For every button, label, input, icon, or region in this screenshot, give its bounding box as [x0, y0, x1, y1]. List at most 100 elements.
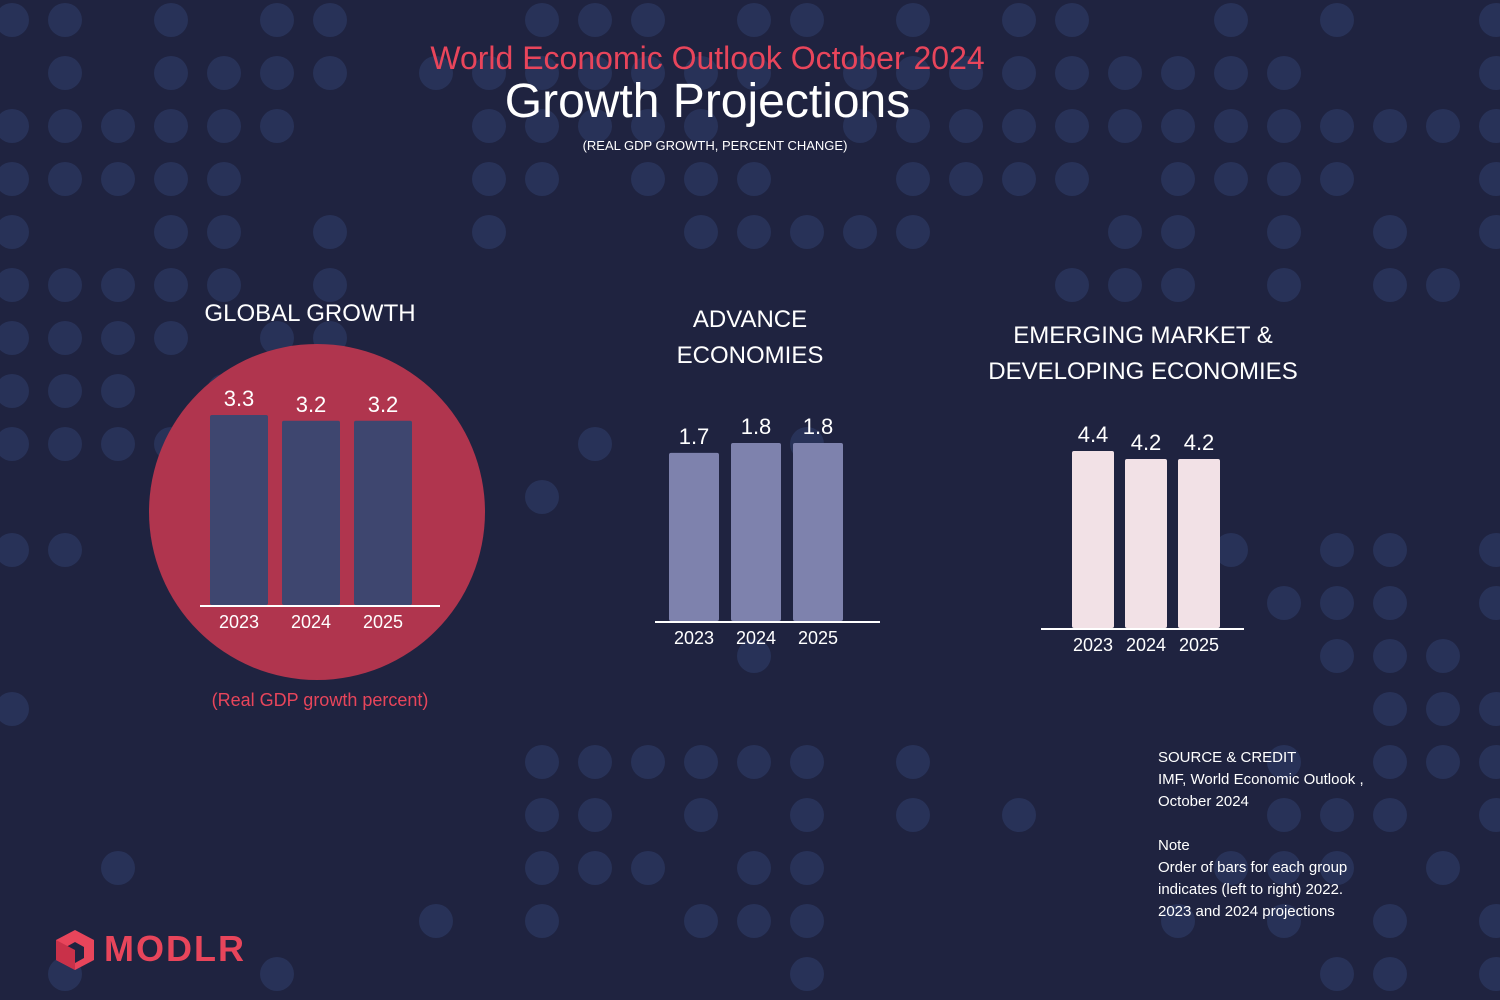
bg-dot: [1214, 533, 1248, 567]
advance-economies-title: ADVANCE ECONOMIES: [600, 302, 900, 374]
note-line-3: 2023 and 2024 projections: [1158, 903, 1335, 920]
bg-dot: [1479, 904, 1500, 938]
bar-value-label: 4.4: [1078, 422, 1109, 447]
bg-dot: [1320, 798, 1354, 832]
footnote: (Real GDP growth percent): [211, 690, 429, 710]
bg-dot: [1426, 851, 1460, 885]
bg-dot: [0, 427, 29, 461]
bar-value-label: 3.3: [224, 386, 255, 411]
bg-dot: [578, 745, 612, 779]
bg-dot: [578, 109, 612, 143]
bg-dot: [1426, 109, 1460, 143]
bg-dot: [790, 957, 824, 991]
x-tick-label: 2025: [1179, 635, 1219, 655]
x-tick-label: 2023: [219, 612, 259, 632]
source-credit-heading: SOURCE & CREDIT: [1158, 749, 1297, 766]
bg-dot: [1055, 109, 1089, 143]
bar-2025: [354, 420, 412, 605]
source-credit-line-1: IMF, World Economic Outlook ,: [1158, 771, 1364, 788]
bg-dot: [1373, 798, 1407, 832]
bg-dot: [1426, 745, 1460, 779]
bg-dot: [1161, 904, 1195, 938]
bg-dot: [1214, 3, 1248, 37]
bg-dot: [631, 109, 665, 143]
bg-dot: [1373, 639, 1407, 673]
bar-value-label: 1.8: [741, 414, 772, 439]
bg-dot: [525, 798, 559, 832]
bg-dot: [737, 162, 771, 196]
bg-dot: [48, 56, 82, 90]
bg-dot: [525, 745, 559, 779]
note-heading: Note: [1158, 837, 1190, 854]
modlr-logo-text: MODLR: [104, 928, 246, 969]
bg-dot: [790, 904, 824, 938]
bg-dot: [1320, 533, 1354, 567]
bg-dot: [1267, 904, 1301, 938]
bg-dot: [0, 533, 29, 567]
bg-dot: [525, 480, 559, 514]
bg-dot: [896, 745, 930, 779]
bg-dot: [1479, 745, 1500, 779]
bg-dot: [1479, 692, 1500, 726]
bar-value-label: 3.2: [368, 392, 399, 417]
bg-dot: [1002, 162, 1036, 196]
bg-dot: [0, 109, 29, 143]
page-title: Growth Projections: [504, 75, 911, 128]
bg-dot: [1373, 745, 1407, 779]
bg-dot: [790, 215, 824, 249]
bg-dot: [48, 162, 82, 196]
bg-dot: [896, 162, 930, 196]
x-tick-label: 2024: [291, 612, 331, 632]
modlr-cube-icon: [56, 930, 94, 970]
bg-dot: [48, 374, 82, 408]
bg-dot: [1320, 109, 1354, 143]
bg-dot: [48, 533, 82, 567]
bg-dot: [949, 56, 983, 90]
bg-dot: [1002, 109, 1036, 143]
x-tick-label: 2025: [798, 628, 838, 648]
bg-dot: [313, 3, 347, 37]
bg-dot: [154, 109, 188, 143]
bg-dot: [684, 798, 718, 832]
bg-dot: [1479, 586, 1500, 620]
bg-dot: [207, 215, 241, 249]
bg-dot: [896, 798, 930, 832]
bg-dot: [101, 109, 135, 143]
bg-dot: [578, 3, 612, 37]
bg-dot: [790, 745, 824, 779]
note-line-1: Order of bars for each group: [1158, 859, 1348, 876]
emerging-markets-title-line-2: DEVELOPING ECONOMIES: [988, 358, 1298, 385]
bg-dot: [1108, 268, 1142, 302]
bg-dot: [1214, 851, 1248, 885]
bg-dot: [260, 109, 294, 143]
bg-dot: [313, 268, 347, 302]
bg-dot: [101, 851, 135, 885]
bg-dot: [525, 109, 559, 143]
emerging-markets-title-line-1: EMERGING MARKET &: [1013, 322, 1273, 349]
bg-dot: [737, 215, 771, 249]
bg-dot: [48, 268, 82, 302]
bg-dot: [1214, 109, 1248, 143]
bg-dot: [1479, 957, 1500, 991]
bg-dot: [1267, 745, 1301, 779]
bg-dot: [578, 798, 612, 832]
bg-dot: [737, 56, 771, 90]
bg-dot: [525, 3, 559, 37]
bg-dot: [631, 3, 665, 37]
bg-dot: [1002, 798, 1036, 832]
bg-dot: [1267, 162, 1301, 196]
bg-dot: [1267, 109, 1301, 143]
bg-dot: [949, 109, 983, 143]
bg-dot: [1320, 639, 1354, 673]
bar-2025: [1178, 459, 1220, 628]
bg-dot: [1214, 162, 1248, 196]
bg-dot: [525, 851, 559, 885]
bg-dot: [1373, 957, 1407, 991]
emerging-markets-title: EMERGING MARKET & DEVELOPING ECONOMIES: [968, 318, 1318, 390]
bg-dot: [578, 56, 612, 90]
bg-dot: [949, 162, 983, 196]
bg-dot: [1426, 639, 1460, 673]
x-tick-label: 2024: [736, 628, 776, 648]
bg-dot: [48, 321, 82, 355]
